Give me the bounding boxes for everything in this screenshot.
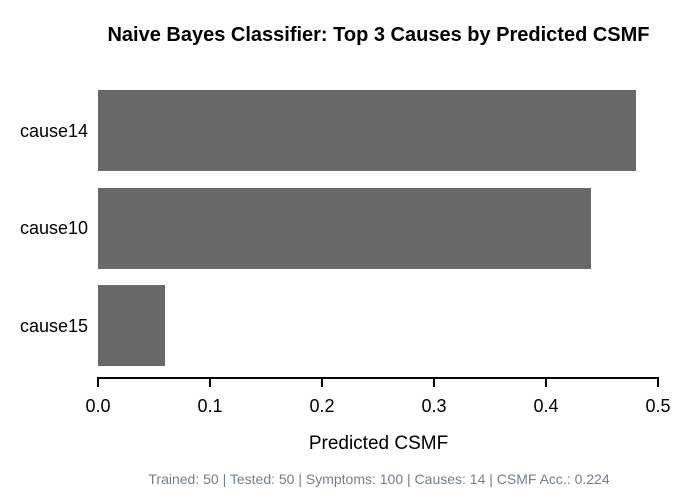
x-axis-title: Predicted CSMF <box>308 433 449 454</box>
category-label: cause15 <box>19 315 88 336</box>
footer-note: Trained: 50 | Tested: 50 | Symptoms: 100… <box>148 471 610 487</box>
chart-title: Naive Bayes Classifier: Top 3 Causes by … <box>107 24 650 46</box>
x-tick <box>657 377 659 387</box>
x-tick-label: 0.1 <box>197 396 223 416</box>
x-tick <box>433 377 435 387</box>
x-tick-label: 0.5 <box>645 396 671 416</box>
x-tick-label: 0.4 <box>533 396 559 416</box>
x-tick <box>209 377 211 387</box>
category-label: cause14 <box>19 120 88 141</box>
bar-cause15 <box>98 285 166 366</box>
x-tick-label: 0.0 <box>85 396 111 416</box>
category-label: cause10 <box>19 218 88 238</box>
bar-cause10 <box>98 187 591 269</box>
x-tick <box>545 377 547 387</box>
x-tick <box>97 377 99 387</box>
x-tick <box>321 377 323 387</box>
x-axis-line <box>98 377 659 379</box>
x-tick-label: 0.2 <box>309 396 335 416</box>
x-tick-label: 0.3 <box>421 396 447 416</box>
bar-cause14 <box>98 90 636 171</box>
